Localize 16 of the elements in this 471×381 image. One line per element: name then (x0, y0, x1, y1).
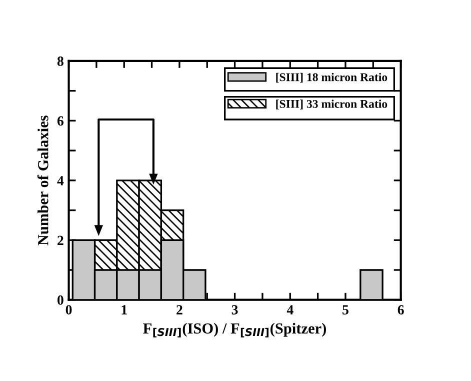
x-tick-label: 2 (176, 305, 182, 314)
legend-label: [SIII] 33 micron Ratio (276, 100, 388, 110)
y-axis-title: Number of Galaxies (37, 116, 48, 246)
x-tick-label: 1 (122, 305, 127, 314)
y-tick-label: 6 (57, 116, 64, 126)
y-tick-label: 2 (58, 236, 64, 245)
legend-label: [SIII] 18 micron Ratio (276, 72, 388, 83)
x-tick-label: 3 (232, 305, 238, 314)
y-tick-label: 4 (57, 176, 64, 186)
x-tick-label: 4 (286, 305, 294, 314)
y-tick-label: 8 (57, 56, 64, 66)
x-tick-label: 0 (66, 305, 72, 314)
x-axis-title: F$_{[SIII]}$(ISO) / F$_{[SIII]}$(Spitzer) (143, 322, 326, 338)
x-tick-label: 6 (398, 305, 404, 314)
x-tick-label: 5 (342, 305, 348, 314)
y-tick-label: 0 (57, 295, 64, 305)
